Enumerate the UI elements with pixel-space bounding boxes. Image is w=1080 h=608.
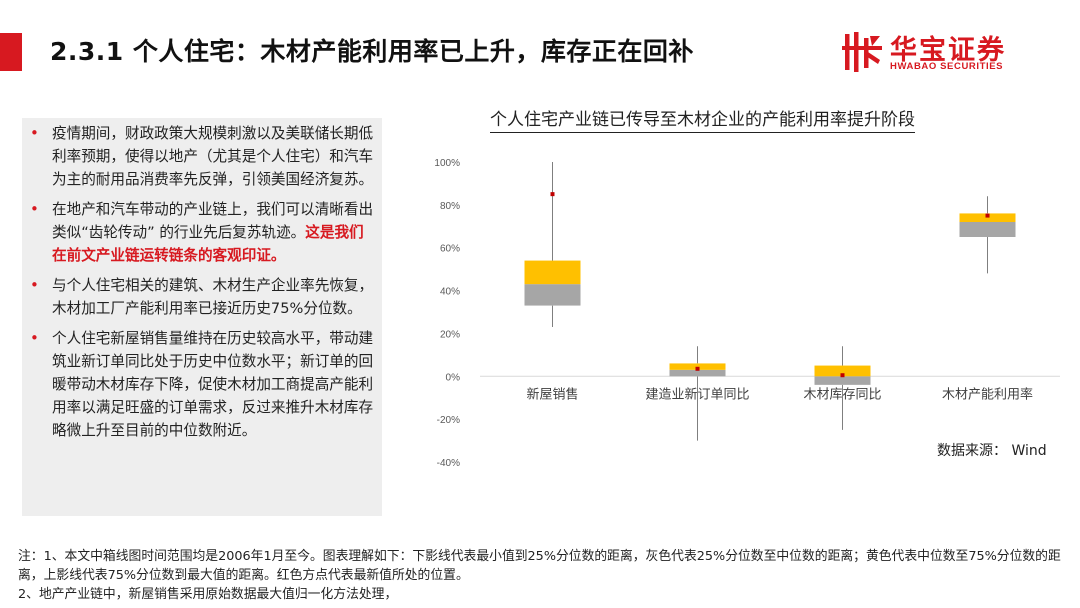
bullet-highlight: 这是我们在前文产业链运转链条的客观印证。 (52, 224, 364, 264)
company-logo: 华宝证券 HWABAO SECURITIES (842, 30, 1042, 78)
page-title: 2.3.1 个人住宅：木材产能利用率已上升，库存正在回补 (50, 37, 694, 66)
data-source: 数据来源： Wind (937, 443, 1047, 459)
bullet-text: 与个人住宅相关的建筑、木材生产企业率先恢复，木材加工厂产能利用率已接近历史75%… (52, 277, 374, 317)
y-tick-label: 80% (440, 201, 460, 212)
x-category-label: 木材库存同比 (803, 386, 881, 402)
box-lower-segment (669, 369, 726, 377)
latest-value-marker (550, 192, 555, 197)
box-upper-segment (669, 363, 726, 370)
logo-chinese-name: 华宝证券 (890, 35, 1006, 66)
latest-value-marker (840, 373, 845, 378)
footnote-2: 2、地产产业链中，新屋销售采用原始数据最大值归一化方法处理， (18, 587, 398, 602)
latest-value-marker (695, 366, 700, 371)
y-tick-label: 60% (440, 244, 460, 255)
y-tick-label: -20% (437, 415, 460, 426)
bullet-item: 疫情期间，财政政策大规模刺激以及美联储长期低利率预期，使得以地产（尤其是个人住宅… (28, 122, 374, 191)
box-upper-segment (524, 260, 581, 285)
y-tick-label: -40% (437, 458, 460, 469)
chart-svg: -40% -20% 0% 20% 40% 60% 80% 100% 新屋销售 建造业新订单同比 木材… (434, 158, 1060, 469)
summary-panel: 疫情期间，财政政策大规模刺激以及美联储长期低利率预期，使得以地产（尤其是个人住宅… (22, 118, 382, 516)
logo-english-name: HWABAO SECURITIES (890, 61, 1004, 72)
latest-value-marker (985, 213, 990, 218)
x-category-label: 新屋销售 (526, 386, 578, 402)
boxplot-chart: -40% -20% 0% 20% 40% 60% 80% 100% 新屋销售 建造业新订单同比 木材… (420, 100, 1080, 480)
box-upper-segment (814, 365, 871, 377)
chart-title: 个人住宅产业链已传导至木材企业的产能利用率提升阶段 (490, 108, 915, 133)
bullet-text: 疫情期间，财政政策大规模刺激以及美联储长期低利率预期，使得以地产（尤其是个人住宅… (52, 125, 374, 188)
y-tick-label: 0% (446, 372, 461, 383)
bullet-text: 个人住宅新屋销售量维持在历史较高水平，带动建筑业新订单同比处于历史中位数水平；新… (52, 330, 374, 439)
footnotes: 注：1、本文中箱线图时间范围均是2006年1月至今。图表理解如下：下影线代表最小… (18, 547, 1068, 604)
bullet-item: 在地产和汽车带动的产业链上，我们可以清晰看出类似“齿轮传动” 的行业先后复苏轨迹… (28, 198, 374, 267)
title-accent-bar (0, 33, 22, 71)
bullet-text: 在地产和汽车带动的产业链上，我们可以清晰看出类似“齿轮传动” 的行业先后复苏轨迹… (52, 201, 374, 241)
x-category-label: 木材产能利用率 (942, 386, 1033, 402)
box-lower-segment (959, 222, 1016, 237)
x-category-label: 建造业新订单同比 (645, 386, 749, 402)
hwabao-logo-icon (842, 32, 882, 72)
bullet-item: 与个人住宅相关的建筑、木材生产企业率先恢复，木材加工厂产能利用率已接近历史75%… (28, 274, 374, 320)
y-tick-label: 40% (440, 287, 460, 298)
bullet-item: 个人住宅新屋销售量维持在历史较高水平，带动建筑业新订单同比处于历史中位数水平；新… (28, 327, 374, 442)
box-lower-segment (524, 284, 581, 306)
box-lower-segment (814, 376, 871, 385)
y-tick-label: 100% (434, 158, 460, 169)
box-upper-segment (959, 213, 1016, 222)
y-tick-label: 20% (440, 329, 460, 340)
footnote-1: 注：1、本文中箱线图时间范围均是2006年1月至今。图表理解如下：下影线代表最小… (18, 549, 1061, 583)
